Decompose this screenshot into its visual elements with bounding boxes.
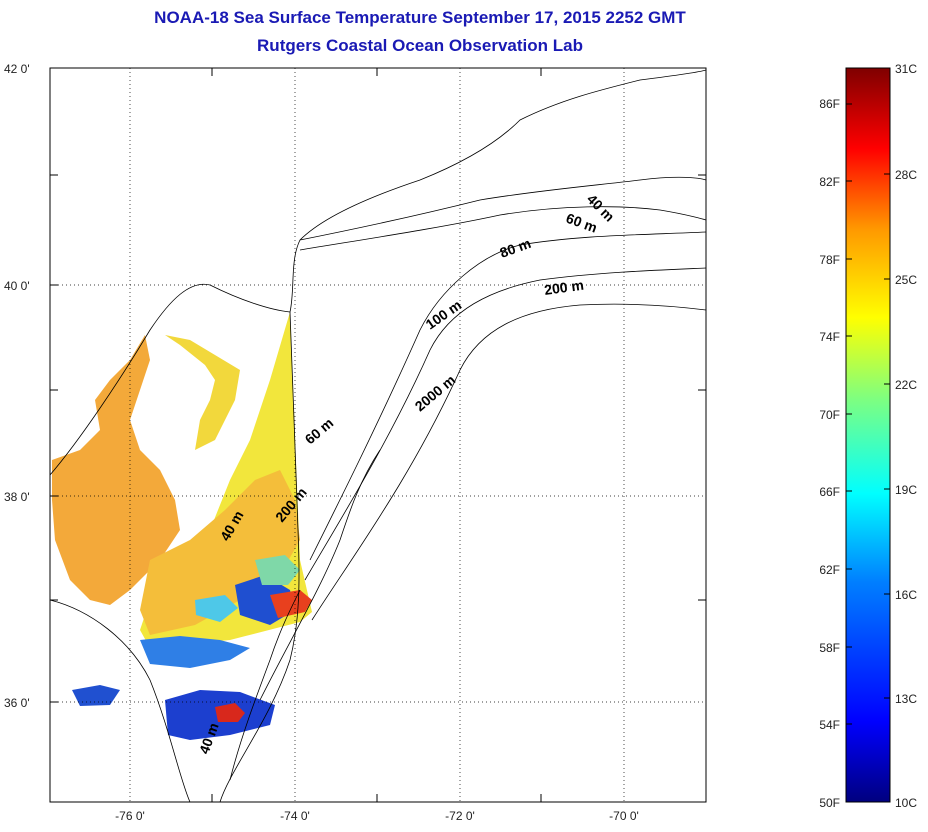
cb-f-54: 54F <box>819 718 840 732</box>
cb-c-22: 22C <box>895 378 917 392</box>
cb-f-74: 74F <box>819 330 840 344</box>
cb-f-78: 78F <box>819 253 840 267</box>
cb-c-25: 25C <box>895 273 917 287</box>
lon-label-70: -70 0' <box>609 809 639 823</box>
cb-f-66: 66F <box>819 485 840 499</box>
warm-patch-2 <box>215 703 245 722</box>
lat-label-36: 36 0' <box>4 696 30 710</box>
cb-f-58: 58F <box>819 641 840 655</box>
map-title: NOAA-18 Sea Surface Temperature Septembe… <box>154 8 686 27</box>
lon-label-76: -76 0' <box>115 809 145 823</box>
cb-f-70: 70F <box>819 408 840 422</box>
delaware-bay-sst <box>165 335 240 450</box>
cb-c-31: 31C <box>895 62 917 76</box>
cb-c-13: 13C <box>895 692 917 706</box>
nc-sound-patch <box>72 685 120 706</box>
cool-patch-1 <box>140 636 250 668</box>
lon-label-72: -72 0' <box>445 809 475 823</box>
colorbar-ticks <box>846 103 890 725</box>
depth-label-200m-north: 200 m <box>543 277 585 298</box>
lower-bay-sst <box>140 470 300 635</box>
green-patch <box>255 555 300 585</box>
cb-f-82: 82F <box>819 175 840 189</box>
cb-c-28: 28C <box>895 168 917 182</box>
coastline-contours <box>50 69 706 802</box>
colorbar <box>845 67 891 803</box>
chesapeake-sst <box>52 335 180 605</box>
cb-f-62: 62F <box>819 563 840 577</box>
lat-label-40: 40 0' <box>4 279 30 293</box>
map-subtitle: Rutgers Coastal Ocean Observation Lab <box>257 36 583 55</box>
cb-c-19: 19C <box>895 483 917 497</box>
cb-f-86: 86F <box>819 97 840 111</box>
map-frame <box>49 67 707 803</box>
map-ticks <box>50 68 706 802</box>
cb-c-10: 10C <box>895 796 917 810</box>
cb-c-16: 16C <box>895 588 917 602</box>
lon-label-74: -74 0' <box>280 809 310 823</box>
warm-patch <box>270 590 312 618</box>
cyan-patch <box>195 595 238 622</box>
lat-label-38: 38 0' <box>4 490 30 504</box>
map-grid <box>50 68 706 802</box>
lat-label-42: 42 0' <box>4 62 30 76</box>
cb-f-50: 50F <box>819 796 840 810</box>
